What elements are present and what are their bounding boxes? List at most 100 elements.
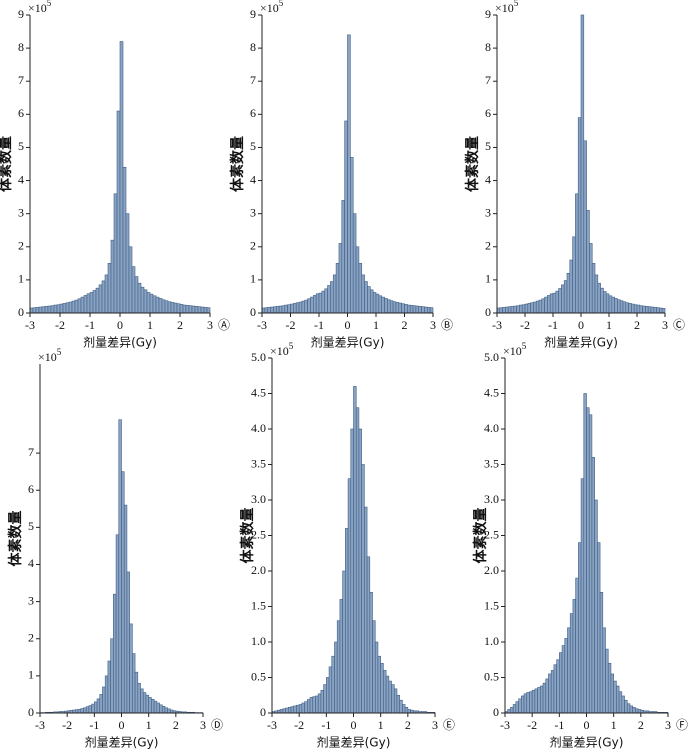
bar [282, 708, 286, 714]
bar [559, 652, 563, 714]
bar [591, 457, 595, 714]
y-tick-label: 4.0 [251, 421, 266, 435]
bar [275, 306, 280, 314]
bar [366, 556, 371, 714]
bar [296, 704, 300, 714]
y-tick-label: 2 [485, 239, 491, 253]
bar [99, 694, 103, 714]
bar [182, 304, 187, 314]
bar [578, 542, 582, 714]
bar [77, 298, 82, 314]
x-axis-label: 剂量差异(Gy) [311, 335, 385, 350]
y-tick-label: 6 [18, 106, 24, 120]
bar [541, 298, 545, 314]
x-tick-label: 0 [584, 718, 590, 732]
bar [387, 299, 391, 314]
bar [577, 117, 582, 314]
bar [344, 120, 348, 314]
y-tick-label: 2.5 [251, 527, 266, 541]
bar [629, 705, 633, 714]
bar [599, 591, 604, 714]
bar [583, 140, 587, 314]
bar [197, 306, 202, 314]
bar [377, 655, 381, 714]
bar [409, 305, 414, 314]
bar [429, 307, 434, 314]
x-axis-label: 剂量差异(Gy) [550, 735, 624, 750]
bar [342, 570, 346, 714]
y-tick-label: 0 [250, 305, 256, 319]
x-tick-label: -1 [554, 718, 564, 732]
bar [334, 641, 338, 714]
bar [628, 303, 632, 314]
bar [332, 274, 337, 314]
bar [330, 281, 334, 314]
x-tick-label: 2 [402, 318, 408, 332]
bar [407, 709, 411, 714]
bar [415, 305, 420, 314]
panel-label: Ⓑ [441, 318, 453, 332]
y-tick-label: 3 [485, 205, 491, 219]
bar [572, 599, 576, 714]
bar [358, 263, 363, 314]
y-tick-label: 2 [18, 239, 24, 253]
bar [605, 648, 609, 714]
bar [281, 305, 286, 314]
bar [372, 292, 377, 314]
y-axis-label: 体素数量 [7, 511, 24, 567]
bar [50, 305, 55, 314]
y-tick-label: 3.0 [251, 492, 266, 506]
bar [200, 306, 205, 314]
bar [355, 246, 360, 314]
bar [53, 304, 58, 314]
bar [323, 684, 327, 714]
bar [513, 305, 517, 314]
x-tick-label: 3 [665, 718, 671, 732]
bar [602, 627, 606, 714]
bar [533, 301, 537, 314]
bar [104, 675, 109, 714]
x-tick-label: 1 [147, 318, 153, 332]
axis-multiplier: ×105 [260, 0, 284, 15]
x-tick-label: 3 [430, 318, 436, 332]
bar [324, 288, 328, 314]
bar [301, 300, 306, 314]
panel-label: Ⓐ [218, 318, 230, 332]
bar [116, 110, 121, 314]
multiplier-exponent: 5 [522, 341, 527, 351]
y-tick-label: 0 [28, 705, 34, 719]
y-tick-label: 5 [18, 139, 24, 153]
bar [137, 282, 142, 314]
bar [542, 682, 547, 714]
multiplier-exponent: 5 [57, 347, 62, 357]
bar [145, 694, 149, 714]
bar [518, 698, 522, 714]
bar [89, 292, 94, 314]
axis-multiplier: ×105 [503, 341, 527, 358]
bar [104, 274, 109, 314]
bar [515, 701, 519, 714]
bar [603, 291, 607, 314]
bar [540, 685, 544, 714]
axis-multiplier: ×105 [38, 347, 62, 364]
bar [575, 193, 579, 314]
bar [407, 304, 411, 314]
bar [580, 14, 585, 314]
bar [391, 684, 395, 714]
bar [71, 300, 76, 314]
y-tick-label: 6 [250, 106, 256, 120]
axis-multiplier: ×105 [28, 0, 52, 15]
bar [561, 645, 566, 714]
bar [170, 302, 175, 314]
x-tick-label: -1 [85, 318, 95, 332]
bar [290, 706, 295, 714]
bar [328, 666, 333, 714]
bar [594, 499, 598, 714]
axis-multiplier: ×105 [495, 0, 519, 15]
x-tick-label: -1 [314, 318, 324, 332]
bar [647, 306, 652, 314]
y-axis-label: 体素数量 [464, 136, 481, 192]
bar [336, 620, 341, 714]
bar [47, 305, 52, 314]
